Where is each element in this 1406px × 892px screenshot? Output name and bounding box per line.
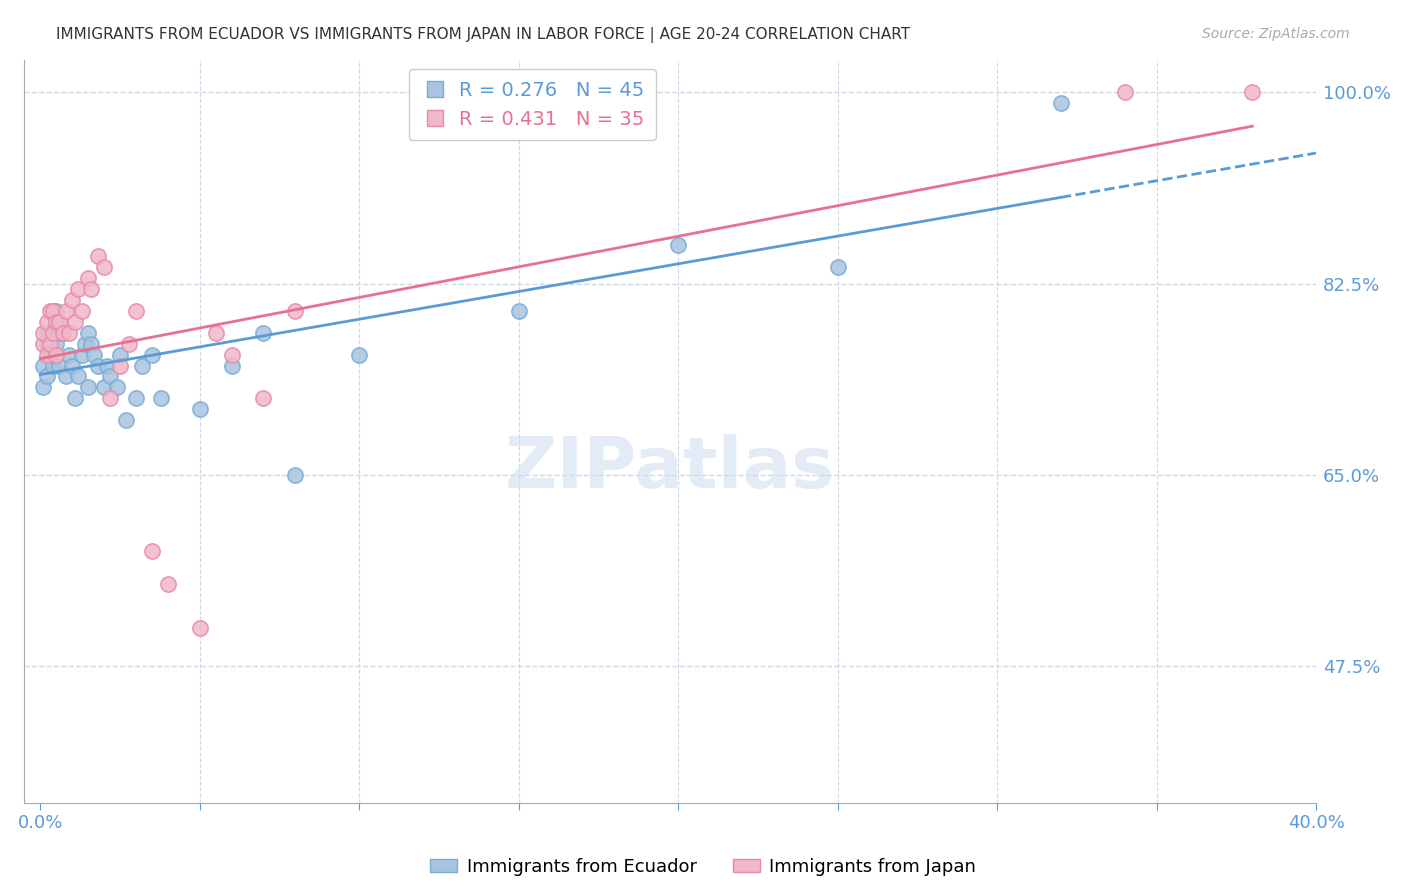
Point	[35, 348, 58, 362]
Point	[108, 348, 131, 362]
Point	[35, 315, 58, 329]
Point	[38, 336, 60, 351]
Legend: Immigrants from Ecuador, Immigrants from Japan: Immigrants from Ecuador, Immigrants from…	[423, 851, 983, 883]
Point	[252, 392, 274, 406]
Point	[188, 621, 211, 635]
Point	[96, 359, 118, 373]
Point	[70, 348, 93, 362]
Point	[51, 326, 73, 340]
Point	[125, 392, 148, 406]
Point	[77, 271, 100, 285]
Point	[35, 369, 58, 384]
Point	[204, 326, 226, 340]
Point	[125, 304, 148, 318]
Point	[58, 348, 80, 362]
Text: IMMIGRANTS FROM ECUADOR VS IMMIGRANTS FROM JAPAN IN LABOR FORCE | AGE 20-24 CORR: IMMIGRANTS FROM ECUADOR VS IMMIGRANTS FR…	[56, 27, 910, 43]
Point	[83, 348, 105, 362]
Point	[65, 392, 87, 406]
Point	[35, 336, 58, 351]
Point	[32, 336, 55, 351]
Point	[65, 315, 87, 329]
Text: Source: ZipAtlas.com: Source: ZipAtlas.com	[1202, 27, 1350, 41]
Point	[42, 304, 65, 318]
Point	[42, 359, 65, 373]
Point	[51, 326, 73, 340]
Point	[48, 326, 70, 340]
Point	[77, 380, 100, 394]
Point	[347, 348, 370, 362]
Point	[108, 359, 131, 373]
Point	[48, 359, 70, 373]
Point	[38, 304, 60, 318]
Point	[105, 380, 128, 394]
Point	[35, 326, 58, 340]
Point	[45, 348, 67, 362]
Point	[115, 413, 138, 427]
Point	[1050, 96, 1073, 111]
Point	[42, 326, 65, 340]
Point	[1241, 86, 1264, 100]
Point	[98, 392, 121, 406]
Point	[131, 359, 153, 373]
Point	[221, 359, 243, 373]
Point	[284, 304, 307, 318]
Point	[45, 336, 67, 351]
Point	[827, 260, 849, 275]
Point	[1114, 86, 1136, 100]
Point	[55, 304, 77, 318]
Legend: R = 0.276   N = 45, R = 0.431   N = 35: R = 0.276 N = 45, R = 0.431 N = 35	[409, 70, 657, 140]
Point	[141, 544, 163, 558]
Point	[508, 304, 530, 318]
Point	[32, 359, 55, 373]
Point	[58, 326, 80, 340]
Point	[221, 348, 243, 362]
Point	[98, 369, 121, 384]
Text: ZIPatlas: ZIPatlas	[505, 434, 835, 503]
Point	[150, 392, 173, 406]
Point	[86, 359, 108, 373]
Point	[73, 336, 96, 351]
Point	[32, 380, 55, 394]
Point	[80, 282, 103, 296]
Point	[70, 304, 93, 318]
Point	[45, 315, 67, 329]
Point	[77, 326, 100, 340]
Point	[38, 326, 60, 340]
Point	[188, 402, 211, 417]
Point	[42, 304, 65, 318]
Point	[666, 238, 689, 252]
Point	[156, 577, 179, 591]
Point	[60, 293, 83, 307]
Point	[67, 282, 90, 296]
Point	[86, 249, 108, 263]
Point	[38, 348, 60, 362]
Point	[48, 315, 70, 329]
Point	[93, 260, 115, 275]
Point	[60, 359, 83, 373]
Point	[67, 369, 90, 384]
Point	[141, 348, 163, 362]
Point	[118, 336, 141, 351]
Point	[284, 467, 307, 482]
Point	[45, 304, 67, 318]
Point	[55, 369, 77, 384]
Point	[32, 326, 55, 340]
Point	[80, 336, 103, 351]
Point	[93, 380, 115, 394]
Point	[252, 326, 274, 340]
